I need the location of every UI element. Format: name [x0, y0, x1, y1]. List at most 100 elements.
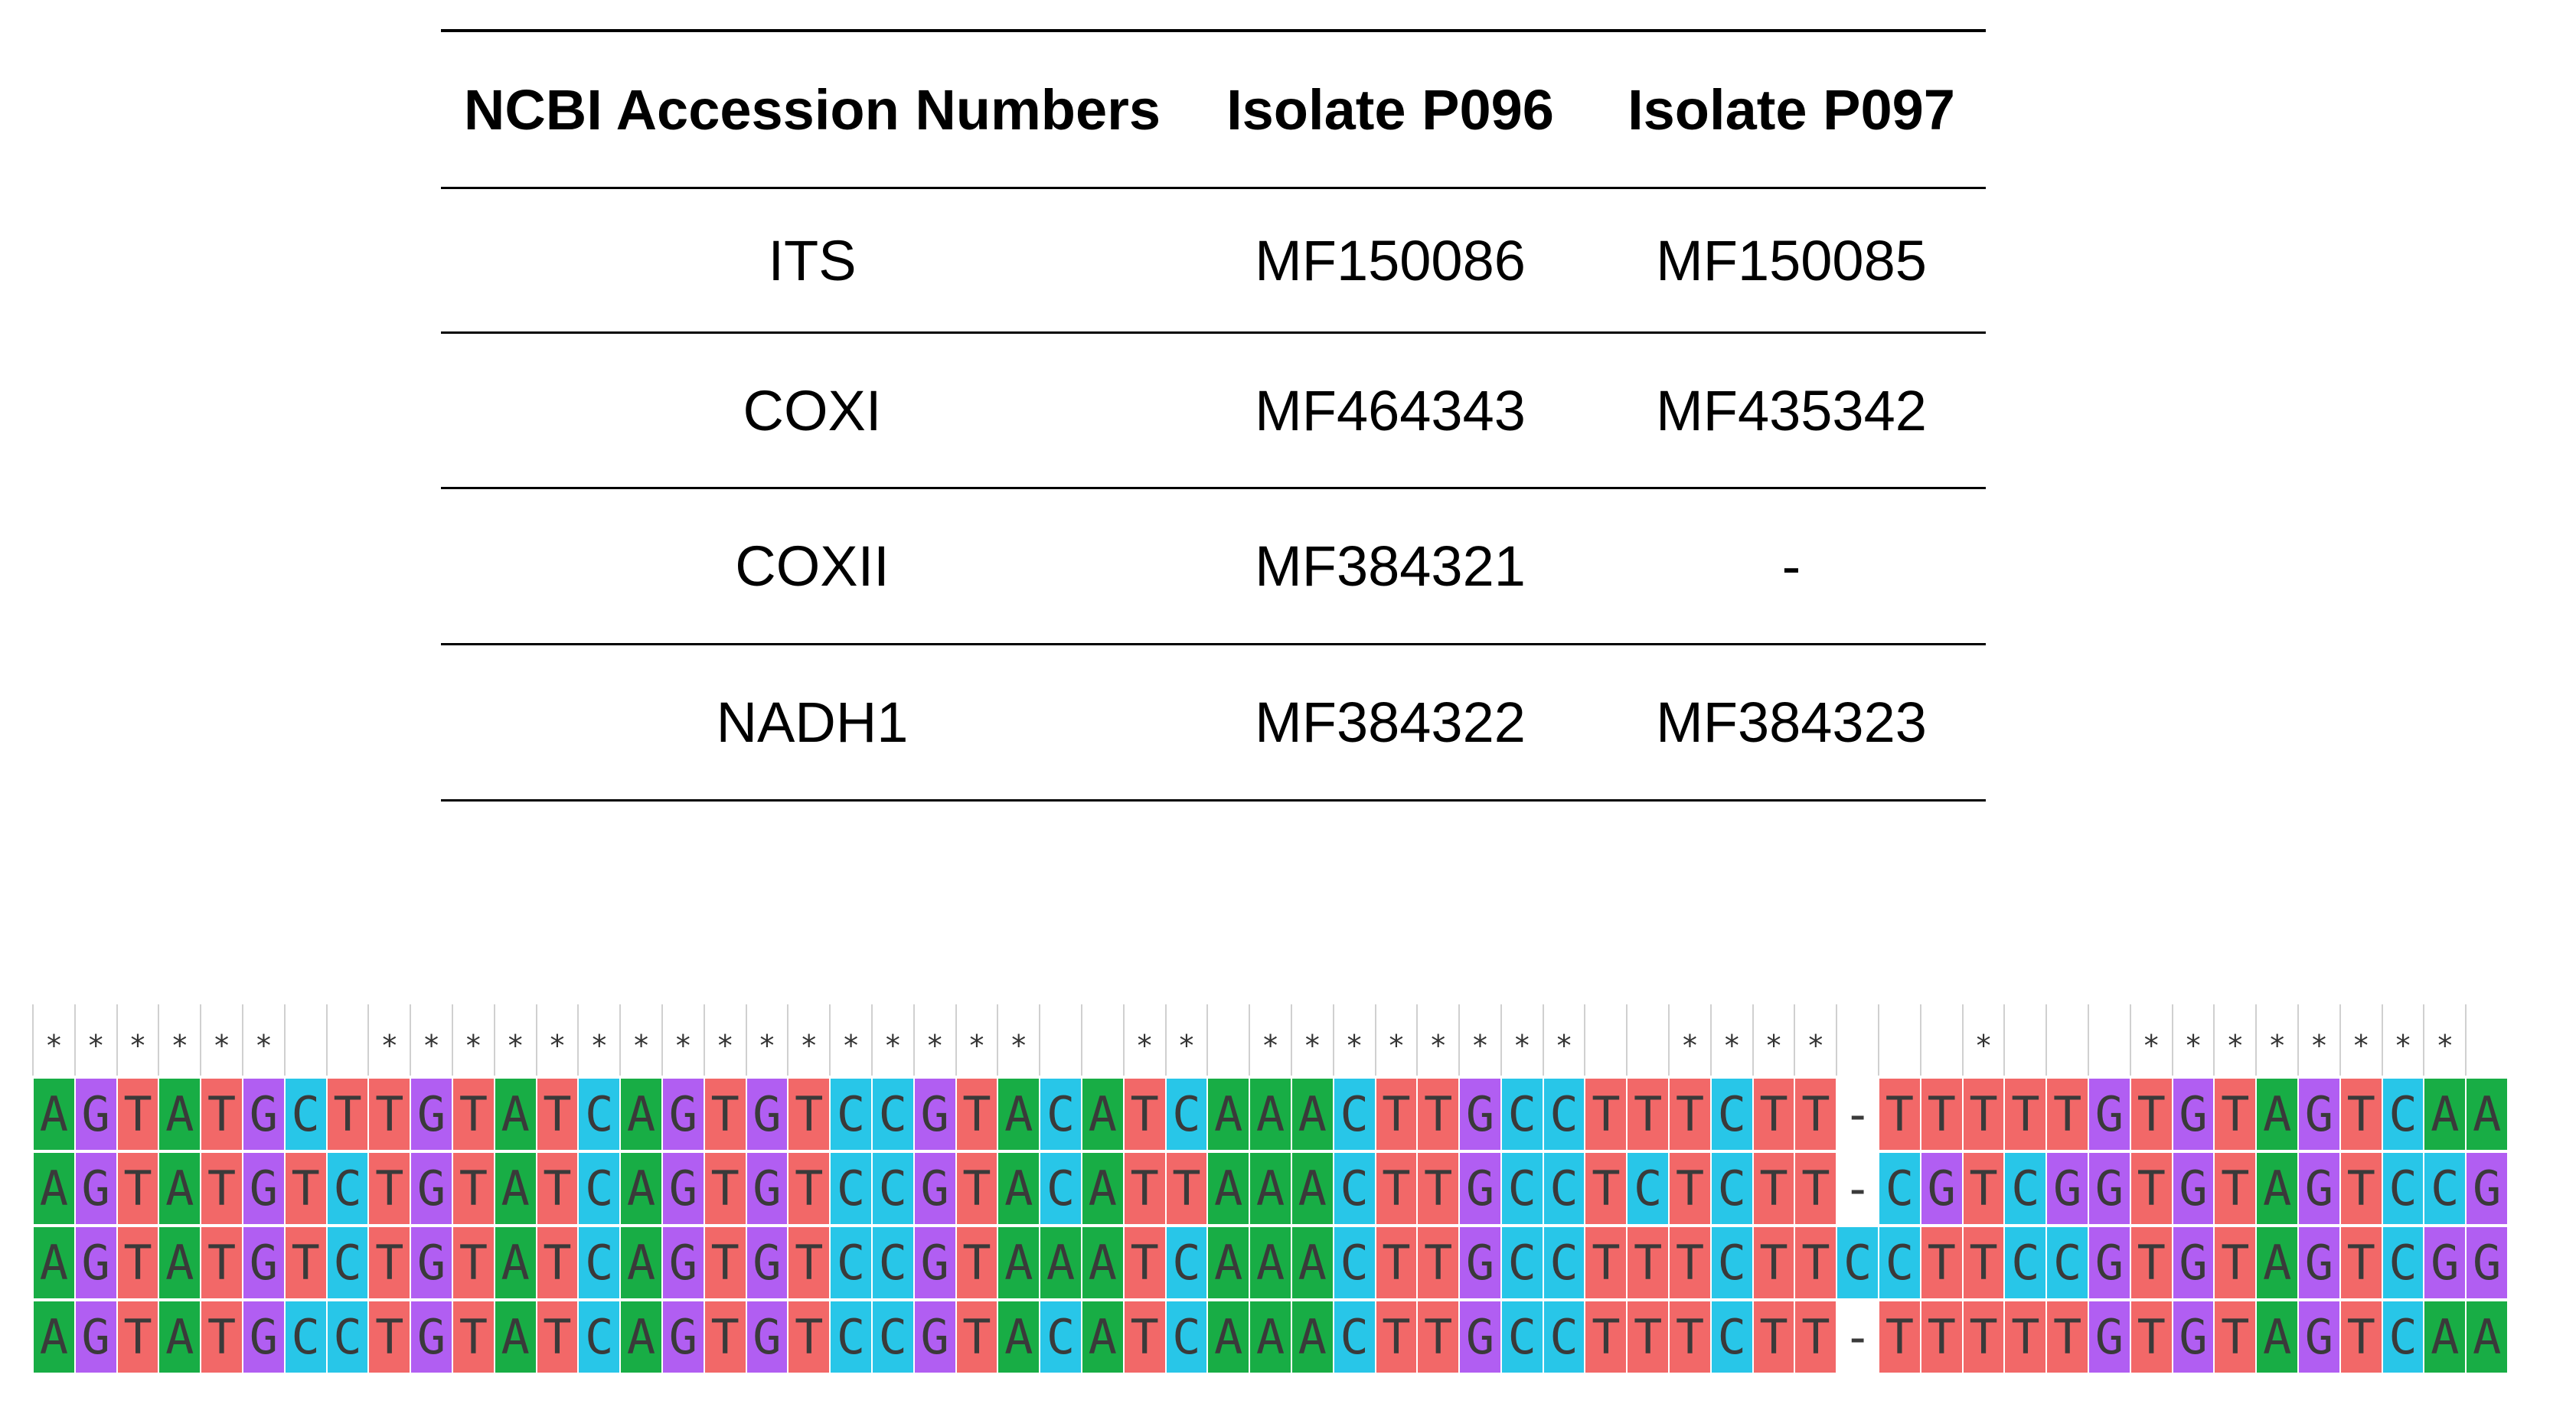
nucleotide-G: G — [2297, 1079, 2339, 1150]
table-row: ITS MF150086 MF150085 — [441, 188, 1986, 334]
nucleotide-T: T — [283, 1227, 326, 1298]
nucleotide-C: C — [1709, 1301, 1752, 1373]
nucleotide-T: T — [535, 1079, 578, 1150]
nucleotide-A: A — [2255, 1227, 2298, 1298]
consensus-mark: * — [2381, 1004, 2424, 1076]
consensus-mark: * — [2423, 1004, 2466, 1076]
gene-name: COXI — [441, 332, 1184, 489]
nucleotide-A: A — [32, 1301, 74, 1373]
nucleotide-T: T — [1122, 1153, 1165, 1224]
nucleotide-T: T — [325, 1079, 368, 1150]
consensus-mark: * — [2213, 1004, 2256, 1076]
nucleotide-T: T — [1416, 1153, 1459, 1224]
nucleotide-C: C — [1878, 1153, 1920, 1224]
consensus-mark: * — [619, 1004, 661, 1076]
consensus-mark: * — [1961, 1004, 2004, 1076]
nucleotide-T: T — [1919, 1227, 1962, 1298]
nucleotide-G: G — [2088, 1079, 2130, 1150]
nucleotide-G: G — [410, 1227, 452, 1298]
nucleotide-T: T — [2129, 1227, 2172, 1298]
nucleotide-C: C — [1164, 1079, 1207, 1150]
nucleotide-G: G — [661, 1153, 704, 1224]
nucleotide-C: C — [829, 1079, 871, 1150]
nucleotide-T: T — [2213, 1227, 2256, 1298]
nucleotide-C: C — [577, 1301, 620, 1373]
consensus-mark: * — [577, 1004, 620, 1076]
nucleotide-T: T — [1374, 1153, 1417, 1224]
gene-name: COXII — [441, 488, 1184, 645]
nucleotide-C: C — [283, 1301, 326, 1373]
consensus-mark: * — [1290, 1004, 1333, 1076]
consensus-mark — [1836, 1004, 1879, 1076]
nucleotide-T: T — [1374, 1301, 1417, 1373]
consensus-mark — [1878, 1004, 1920, 1076]
nucleotide-C: C — [829, 1301, 871, 1373]
nucleotide-T: T — [1122, 1079, 1165, 1150]
consensus-mark: * — [1122, 1004, 1165, 1076]
nucleotide-C: C — [1709, 1079, 1752, 1150]
nucleotide-C: C — [1039, 1079, 1081, 1150]
nucleotide-A: A — [997, 1227, 1040, 1298]
consensus-mark: * — [410, 1004, 452, 1076]
nucleotide-T: T — [2339, 1079, 2382, 1150]
nucleotide-T: T — [451, 1301, 494, 1373]
nucleotide-C: C — [829, 1153, 871, 1224]
nucleotide-T: T — [1961, 1079, 2004, 1150]
consensus-mark: * — [1752, 1004, 1794, 1076]
nucleotide-G: G — [745, 1153, 788, 1224]
nucleotide-G: G — [2465, 1227, 2508, 1298]
nucleotide-C: C — [1164, 1227, 1207, 1298]
nucleotide-A: A — [493, 1079, 536, 1150]
nucleotide-T: T — [787, 1301, 830, 1373]
consensus-mark: * — [913, 1004, 955, 1076]
nucleotide-G: G — [2171, 1301, 2214, 1373]
consensus-mark: * — [451, 1004, 494, 1076]
consensus-mark — [1626, 1004, 1669, 1076]
nucleotide-C: C — [2003, 1153, 2046, 1224]
nucleotide-C: C — [325, 1153, 368, 1224]
nucleotide-G: G — [1919, 1153, 1962, 1224]
nucleotide-T: T — [1416, 1301, 1459, 1373]
nucleotide-C: C — [1332, 1153, 1375, 1224]
nucleotide-T: T — [1122, 1227, 1165, 1298]
nucleotide-T: T — [200, 1301, 242, 1373]
nucleotide-A: A — [2423, 1301, 2466, 1373]
nucleotide-T: T — [116, 1079, 158, 1150]
nucleotide-T: T — [787, 1227, 830, 1298]
consensus-mark — [283, 1004, 326, 1076]
nucleotide-A: A — [158, 1079, 201, 1150]
nucleotide-C: C — [1542, 1079, 1585, 1150]
nucleotide-C: C — [1709, 1153, 1752, 1224]
consensus-mark — [325, 1004, 368, 1076]
nucleotide-G: G — [661, 1079, 704, 1150]
nucleotide-T: T — [1584, 1153, 1627, 1224]
nucleotide-A: A — [997, 1153, 1040, 1224]
nucleotide-G: G — [73, 1227, 116, 1298]
consensus-mark — [1080, 1004, 1123, 1076]
nucleotide-C: C — [1332, 1227, 1375, 1298]
nucleotide-T: T — [2045, 1079, 2088, 1150]
consensus-mark: * — [745, 1004, 788, 1076]
nucleotide-T: T — [703, 1227, 746, 1298]
nucleotide-C: C — [577, 1079, 620, 1150]
nucleotide-T: T — [2213, 1153, 2256, 1224]
accession-table: NCBI Accession Numbers Isolate P096 Isol… — [441, 29, 1986, 802]
nucleotide-T: T — [1794, 1079, 1837, 1150]
nucleotide-C: C — [1709, 1227, 1752, 1298]
nucleotide-A: A — [493, 1301, 536, 1373]
nucleotide-T: T — [2339, 1301, 2382, 1373]
header-isolate-p096: Isolate P096 — [1184, 29, 1597, 189]
nucleotide-A: A — [1249, 1227, 1291, 1298]
nucleotide-T: T — [1584, 1301, 1627, 1373]
nucleotide-C: C — [870, 1227, 913, 1298]
consensus-mark: * — [1709, 1004, 1752, 1076]
nucleotide-G: G — [2088, 1301, 2130, 1373]
nucleotide-A: A — [2255, 1153, 2298, 1224]
nucleotide-G: G — [2171, 1227, 2214, 1298]
nucleotide-C: C — [2045, 1227, 2088, 1298]
nucleotide-A: A — [1290, 1153, 1333, 1224]
nucleotide-A: A — [493, 1227, 536, 1298]
nucleotide-A: A — [619, 1301, 661, 1373]
nucleotide-A: A — [619, 1227, 661, 1298]
nucleotide-T: T — [2213, 1079, 2256, 1150]
